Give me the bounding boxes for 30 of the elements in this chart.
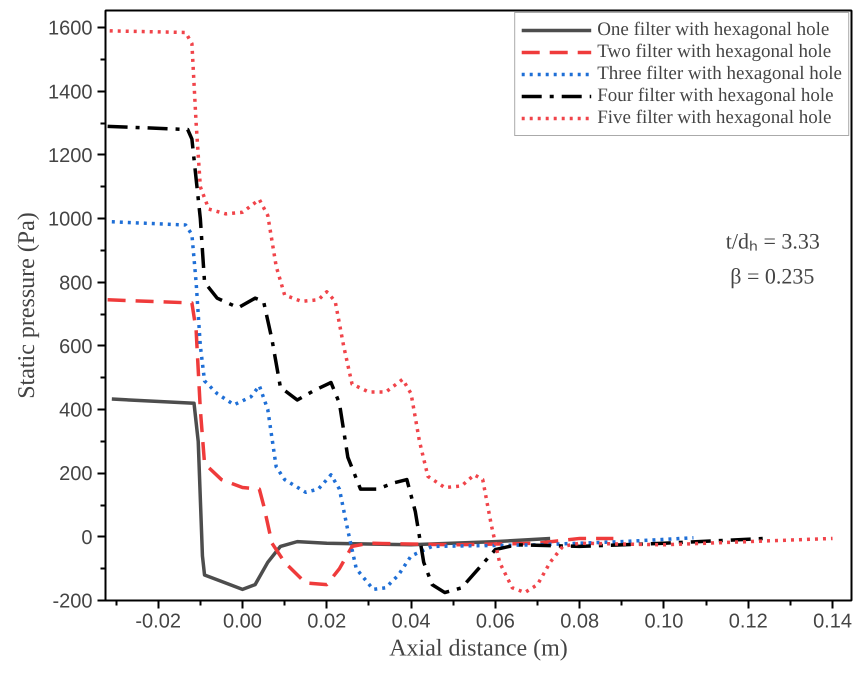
x-tick-label: 0.00	[223, 610, 262, 632]
x-tick-label: 0.12	[728, 610, 768, 632]
x-axis-title: Axial distance (m)	[389, 636, 568, 662]
annotation: β = 0.235	[730, 264, 814, 289]
legend-label: Four filter with hexagonal hole	[597, 85, 834, 107]
y-tick-label: -200	[52, 590, 92, 612]
annotation: t/dₕ = 3.33	[726, 228, 820, 254]
legend-label: Five filter with hexagonal hole	[597, 107, 832, 129]
x-tick-label: 0.10	[644, 610, 684, 632]
y-tick-label: 1200	[48, 144, 93, 167]
x-tick-label: 0.14	[813, 610, 852, 632]
x-tick-label: 0.02	[307, 610, 346, 632]
line-series	[110, 220, 696, 592]
x-tick-label: 0.06	[476, 610, 515, 632]
x-tick-label: 0.04	[392, 610, 431, 632]
y-tick-label: 1000	[48, 208, 93, 231]
y-tick-label: 1400	[48, 81, 93, 104]
y-tick-label: 0	[81, 526, 92, 549]
line-series	[106, 298, 616, 586]
y-tick-label: 200	[59, 463, 93, 486]
y-tick-label: 600	[59, 336, 93, 358]
legend-label: Two filter with hexagonal hole	[597, 41, 832, 63]
x-tick-label: -0.02	[135, 610, 181, 632]
y-tick-label: 1600	[48, 18, 93, 40]
y-tick-label: 400	[59, 400, 93, 422]
legend-label: Three filter with hexagonal hole	[597, 63, 842, 85]
x-tick-label: 0.08	[560, 610, 600, 632]
y-tick-label: 800	[59, 272, 93, 294]
y-axis-title: Static pressure (Pa)	[14, 212, 40, 399]
legend-label: One filter with hexagonal hole	[597, 19, 830, 41]
